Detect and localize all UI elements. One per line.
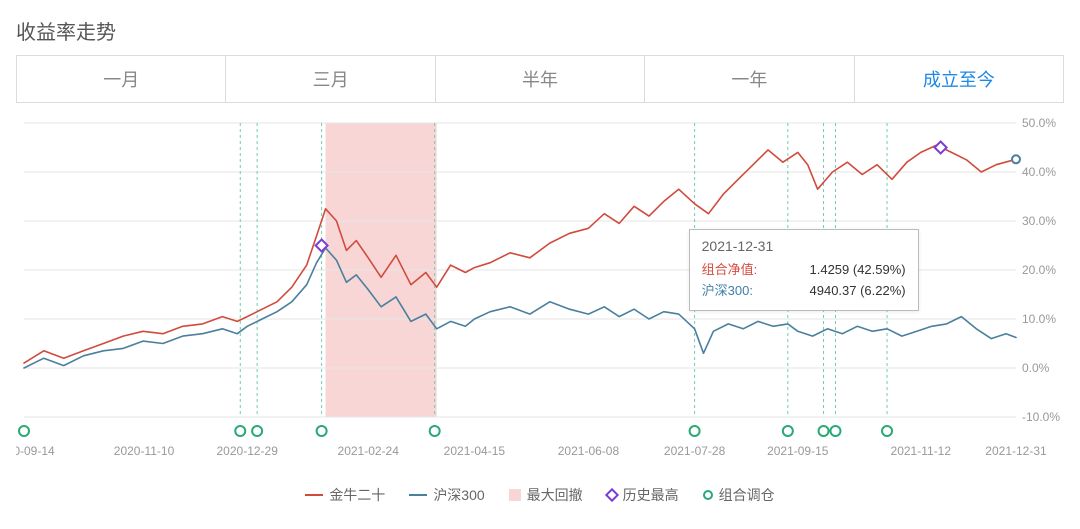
- legend-item-red: 金牛二十: [305, 485, 385, 505]
- svg-text:2021-04-15: 2021-04-15: [444, 444, 506, 458]
- svg-text:20.0%: 20.0%: [1022, 263, 1056, 277]
- legend-label-high: 历史最高: [623, 485, 679, 505]
- legend-swatch-circle: [703, 490, 713, 500]
- tab-1m[interactable]: 一月: [16, 56, 225, 102]
- svg-text:2021-12-31: 2021-12-31: [985, 444, 1047, 458]
- svg-text:-10.0%: -10.0%: [1022, 410, 1060, 424]
- legend-item-drawdown: 最大回撤: [509, 485, 583, 505]
- svg-text:30.0%: 30.0%: [1022, 214, 1056, 228]
- tooltip-label-nav: 组合净值:: [702, 260, 758, 281]
- legend-swatch-drawdown: [509, 489, 521, 501]
- chart-title: 收益率走势: [16, 16, 1064, 45]
- svg-text:2021-02-24: 2021-02-24: [338, 444, 400, 458]
- legend-item-high: 历史最高: [607, 485, 679, 505]
- legend-label-drawdown: 最大回撤: [527, 485, 583, 505]
- period-tabs: 一月 三月 半年 一年 成立至今: [16, 55, 1064, 103]
- legend-label-blue: 沪深300: [433, 485, 484, 505]
- chart-tooltip: 2021-12-31 组合净值: 1.4259 (42.59%) 沪深300: …: [689, 229, 919, 311]
- legend-swatch-diamond: [605, 488, 619, 502]
- chart-area: -10.0% 0.0% 10.0% 20.0% 30.0% 40.0% 50.0% 2020-…: [16, 117, 1064, 477]
- svg-text:10.0%: 10.0%: [1022, 312, 1056, 326]
- chart-legend: 金牛二十 沪深300 最大回撤 历史最高 组合调仓: [16, 477, 1064, 505]
- tab-1y[interactable]: 一年: [644, 56, 853, 102]
- svg-text:2020-11-10: 2020-11-10: [114, 444, 175, 458]
- svg-text:0.0%: 0.0%: [1022, 361, 1050, 375]
- tooltip-row-csi300: 沪深300: 4940.37 (6.22%): [702, 281, 906, 302]
- legend-item-blue: 沪深300: [409, 485, 484, 505]
- svg-text:2021-06-08: 2021-06-08: [558, 444, 620, 458]
- legend-label-rebalance: 组合调仓: [719, 485, 775, 505]
- svg-text:2021-09-15: 2021-09-15: [767, 444, 829, 458]
- svg-text:2021-07-28: 2021-07-28: [664, 444, 726, 458]
- tooltip-value-csi300: 4940.37 (6.22%): [810, 281, 906, 302]
- legend-swatch-blue-line: [409, 494, 427, 496]
- svg-text:2020-12-29: 2020-12-29: [217, 444, 279, 458]
- svg-text:2020-09-14: 2020-09-14: [16, 444, 55, 458]
- legend-item-rebalance: 组合调仓: [703, 485, 775, 505]
- tab-3m[interactable]: 三月: [225, 56, 434, 102]
- tab-6m[interactable]: 半年: [435, 56, 644, 102]
- tooltip-value-nav: 1.4259 (42.59%): [810, 260, 906, 281]
- tooltip-row-nav: 组合净值: 1.4259 (42.59%): [702, 260, 906, 281]
- svg-text:40.0%: 40.0%: [1022, 165, 1056, 179]
- svg-text:50.0%: 50.0%: [1022, 117, 1056, 130]
- tooltip-date: 2021-12-31: [702, 238, 906, 254]
- tab-inception[interactable]: 成立至今: [854, 56, 1063, 102]
- legend-swatch-red-line: [305, 494, 323, 496]
- tooltip-label-csi300: 沪深300:: [702, 281, 753, 302]
- svg-text:2021-11-12: 2021-11-12: [891, 444, 952, 458]
- legend-label-red: 金牛二十: [329, 485, 385, 505]
